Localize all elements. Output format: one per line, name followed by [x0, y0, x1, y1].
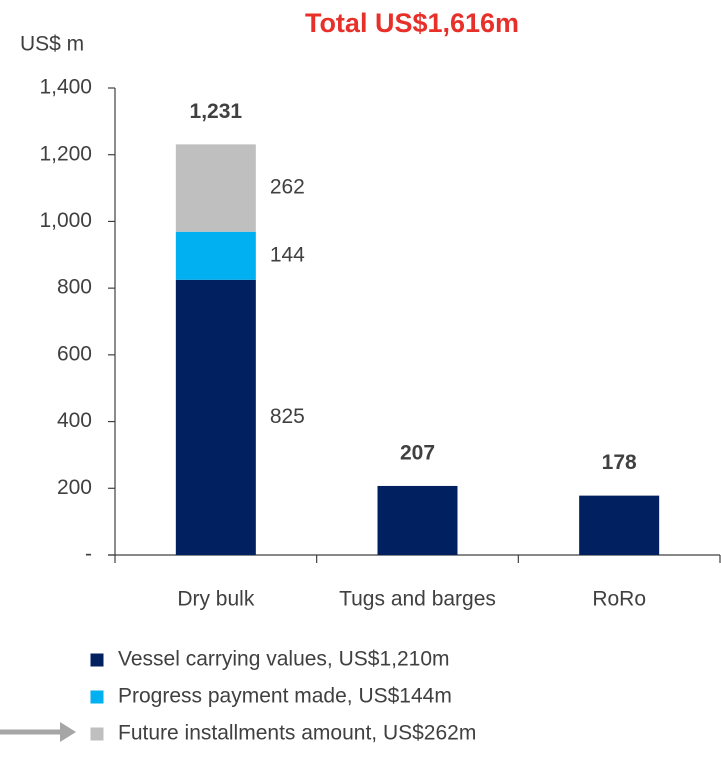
y-tick-label: 1,400 [39, 76, 92, 99]
y-tick-label: 800 [57, 276, 92, 299]
legend-swatch [89, 726, 105, 742]
chart-title: Total US$1,616m [305, 8, 519, 38]
x-tick-label: Dry bulk [177, 588, 255, 611]
segment-label: 144 [270, 243, 305, 266]
legend-label: Progress payment made, US$144m [118, 685, 452, 708]
y-tick-label: 1,200 [39, 142, 92, 165]
arrow [0, 722, 76, 742]
bar-segment [579, 495, 660, 555]
y-tick-label: 600 [57, 342, 92, 365]
total-label: 1,231 [190, 100, 243, 123]
y-tick-label: - [85, 543, 92, 566]
x-tick-label: Tugs and barges [339, 588, 496, 611]
bar-segment [377, 485, 458, 555]
y-tick-label: 400 [57, 409, 92, 432]
y-tick-label: 200 [57, 476, 92, 499]
bar-segment [175, 231, 256, 280]
segment-label: 825 [270, 405, 305, 428]
total-label: 207 [400, 441, 435, 464]
bar-segment [175, 144, 256, 232]
segment-label: 262 [270, 176, 305, 199]
legend-swatch [89, 652, 105, 668]
x-tick-label: RoRo [592, 588, 646, 611]
legend-label: Vessel carrying values, US$1,210m [118, 648, 450, 671]
total-label: 178 [602, 451, 637, 474]
legend-label: Future installments amount, US$262m [118, 722, 476, 745]
y-tick-label: 1,000 [39, 209, 92, 232]
legend-swatch [89, 689, 105, 705]
bar-segment [175, 279, 256, 555]
y-axis-label: US$ m [20, 33, 84, 56]
